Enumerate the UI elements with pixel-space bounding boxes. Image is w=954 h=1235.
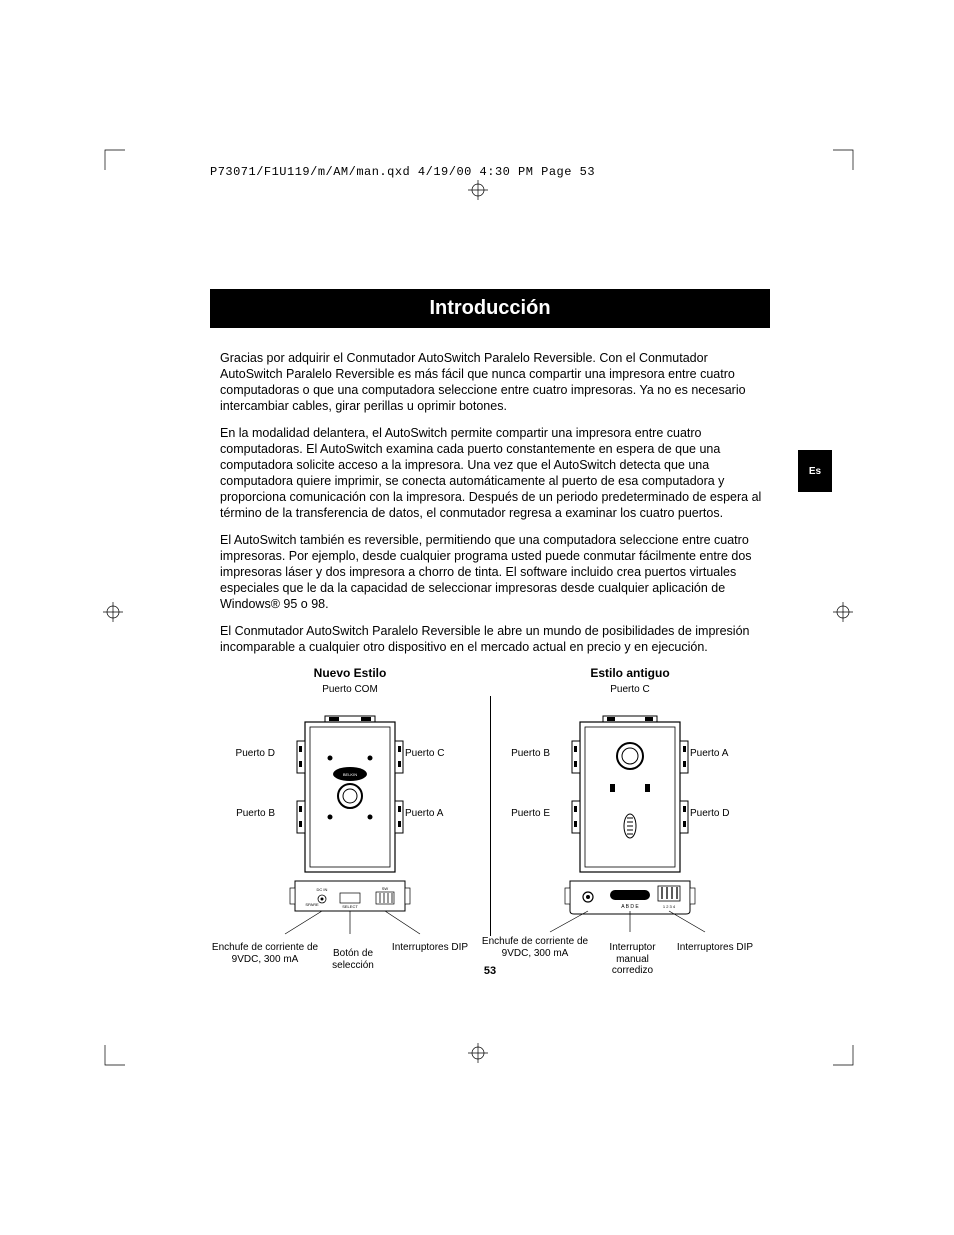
language-tab: Es <box>798 450 832 492</box>
label-port-b-old: Puerto B <box>495 748 550 759</box>
label-dip-old: Interruptores DIP <box>675 942 755 954</box>
new-style-title: Nuevo Estilo <box>210 666 490 680</box>
device-old-svg: A B D E 1 2 3 4 <box>490 686 770 956</box>
old-style-title: Estilo antiguo <box>490 666 770 680</box>
paragraph-3: El AutoSwitch también es reversible, per… <box>210 532 770 612</box>
label-port-c: Puerto C <box>405 748 460 759</box>
crop-top-right <box>833 130 873 170</box>
paragraph-2: En la modalidad delantera, el AutoSwitch… <box>210 425 770 521</box>
regmark-bottom <box>468 1043 488 1063</box>
device-new-svg: BELKIN DC IN SPARE SELECT SW <box>210 686 490 956</box>
diagram-old-style: Estilo antiguo Puerto C <box>490 666 770 956</box>
label-port-a-old: Puerto A <box>690 748 745 759</box>
label-port-d-old: Puerto D <box>690 808 745 819</box>
svg-text:SW: SW <box>382 886 389 891</box>
page-title: Introducción <box>210 289 770 328</box>
label-port-b: Puerto B <box>220 808 275 819</box>
crop-bottom-right <box>833 1045 873 1085</box>
page-number: 53 <box>210 965 770 977</box>
paragraph-4: El Conmutador AutoSwitch Paralelo Revers… <box>210 623 770 655</box>
regmark-left <box>103 602 123 622</box>
label-power-new: Enchufe de corriente de 9VDC, 300 mA <box>210 942 320 965</box>
label-port-e-old: Puerto E <box>495 808 550 819</box>
paragraph-1: Gracias por adquirir el Conmutador AutoS… <box>210 350 770 414</box>
svg-text:1 2 3 4: 1 2 3 4 <box>663 904 676 909</box>
crop-top-left <box>85 130 125 170</box>
svg-text:SPARE: SPARE <box>305 902 319 907</box>
svg-text:SELECT: SELECT <box>342 904 358 909</box>
regmark-right <box>833 602 853 622</box>
print-header: P73071/F1U119/m/AM/man.qxd 4/19/00 4:30 … <box>210 165 770 179</box>
svg-text:DC IN: DC IN <box>317 887 328 892</box>
svg-text:A B D E: A B D E <box>621 904 639 910</box>
crop-bottom-left <box>85 1045 125 1085</box>
label-dip-new: Interruptores DIP <box>390 942 470 954</box>
svg-text:BELKIN: BELKIN <box>343 772 357 777</box>
label-power-old: Enchufe de corriente de 9VDC, 300 mA <box>480 936 590 959</box>
label-port-c-old: Puerto C <box>490 684 770 695</box>
label-port-a: Puerto A <box>405 808 460 819</box>
diagram-new-style: Nuevo Estilo Puerto COM <box>210 666 490 956</box>
label-port-d: Puerto D <box>220 748 275 759</box>
diagrams-row: Nuevo Estilo Puerto COM <box>210 666 770 956</box>
label-port-com: Puerto COM <box>210 684 490 695</box>
